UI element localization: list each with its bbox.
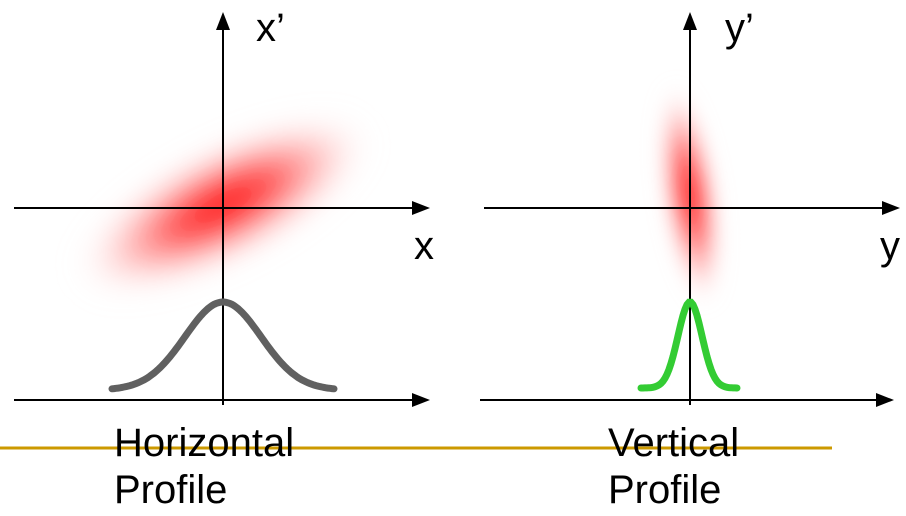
vertical-profile-curve: [637, 298, 741, 392]
right-vertical-axis-label: y’: [725, 6, 754, 50]
right-baseline-axis-arrow: [876, 393, 894, 407]
left-horizontal-axis-arrow: [412, 201, 430, 215]
vertical-caption-line1: Vertical: [608, 421, 740, 465]
horizontal-caption-line2: Profile: [114, 467, 228, 512]
horizontal-profile-curve: [108, 298, 338, 393]
left-vertical-axis-label: x’: [256, 6, 285, 50]
right-horizontal-axis-label: y: [880, 224, 900, 268]
right-panel: [480, 12, 900, 407]
left-baseline-axis-arrow: [412, 393, 430, 407]
right-horizontal-axis-arrow: [882, 201, 900, 215]
horizontal-profile-caption: Horizontal Profile: [114, 420, 294, 514]
vertical-profile-caption: Vertical Profile: [608, 420, 739, 514]
left-panel: [14, 12, 430, 407]
horizontal-caption-line1: Horizontal: [114, 421, 295, 465]
right-vertical-axis-arrow: [683, 12, 697, 30]
left-vertical-axis-arrow: [216, 12, 230, 30]
left-horizontal-axis-label: x: [414, 224, 434, 268]
vertical-caption-line2: Profile: [608, 467, 722, 512]
